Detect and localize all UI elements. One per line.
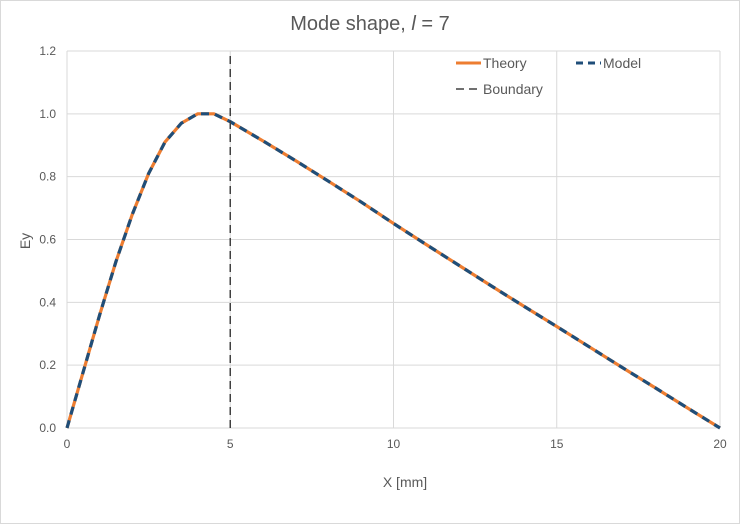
x-tick-label: 20: [713, 437, 727, 451]
tick-labels: 0.0 0.2 0.4 0.6 0.8 1.0 1.2 0 5 10 15 20: [39, 44, 727, 451]
chart-title: Mode shape, l = 7: [290, 13, 450, 35]
y-tick-label: 1.0: [39, 107, 56, 121]
x-tick-label: 15: [550, 437, 564, 451]
x-tick-label: 5: [227, 437, 234, 451]
x-tick-label: 10: [387, 437, 401, 451]
legend-boundary-label: Boundary: [483, 81, 543, 97]
y-tick-label: 1.2: [39, 44, 56, 58]
y-tick-label: 0.6: [39, 233, 56, 247]
y-tick-label: 0.2: [39, 358, 56, 372]
y-tick-label: 0.0: [39, 421, 56, 435]
y-axis-label: Ey: [17, 233, 33, 249]
gridlines: [66, 50, 721, 429]
legend: Theory Model Boundary: [456, 55, 641, 97]
model-line: [65, 112, 721, 430]
y-tick-label: 0.4: [39, 295, 56, 309]
legend-theory-label: Theory: [483, 55, 527, 71]
x-tick-label: 0: [64, 437, 71, 451]
series-lines: [65, 51, 721, 430]
x-axis-label: X [mm]: [383, 474, 427, 490]
y-tick-label: 0.8: [39, 170, 56, 184]
legend-model-label: Model: [603, 55, 641, 71]
